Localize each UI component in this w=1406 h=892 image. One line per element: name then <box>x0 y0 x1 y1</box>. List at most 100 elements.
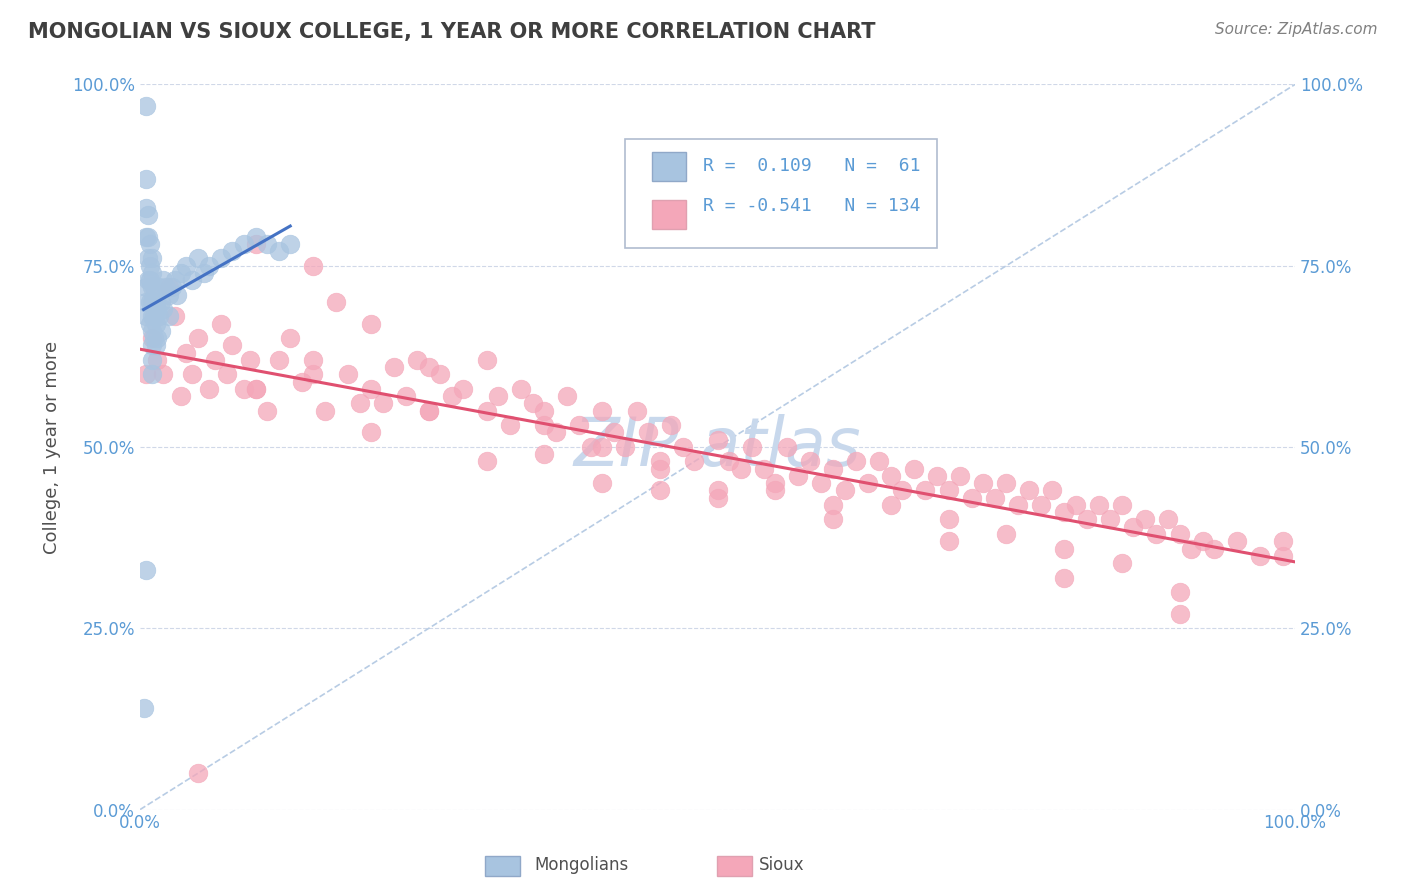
Point <box>440 389 463 403</box>
Point <box>152 368 174 382</box>
Point <box>880 498 903 512</box>
Point <box>938 483 960 498</box>
Point <box>1007 498 1029 512</box>
Point <box>1168 585 1191 599</box>
Point <box>136 208 159 222</box>
Point <box>1018 483 1040 498</box>
Point <box>135 99 157 113</box>
Point <box>302 368 325 382</box>
Point <box>776 440 799 454</box>
Point <box>591 403 613 417</box>
Text: R = -0.541   N = 134: R = -0.541 N = 134 <box>703 197 920 215</box>
Point <box>637 425 659 440</box>
Point <box>152 273 174 287</box>
Point <box>683 454 706 468</box>
Point <box>239 353 262 368</box>
Point <box>142 310 165 324</box>
Bar <box>652 152 686 181</box>
Point <box>1053 570 1076 584</box>
Point <box>135 310 157 324</box>
Point <box>135 280 157 294</box>
Point <box>1168 607 1191 621</box>
Point <box>475 353 498 368</box>
Point <box>845 454 868 468</box>
Point <box>1122 520 1144 534</box>
Point <box>1249 549 1271 563</box>
Point <box>533 418 555 433</box>
Point <box>135 295 157 310</box>
Point <box>821 512 844 526</box>
Point <box>181 368 204 382</box>
Point <box>672 440 695 454</box>
Point <box>141 280 163 294</box>
Point <box>821 461 844 475</box>
Point <box>522 396 544 410</box>
Point <box>162 280 184 294</box>
Point <box>139 317 162 331</box>
Point <box>938 512 960 526</box>
Point <box>139 273 162 287</box>
Point <box>533 403 555 417</box>
Point <box>938 534 960 549</box>
Point <box>233 382 256 396</box>
Point <box>1111 498 1133 512</box>
Point <box>245 229 267 244</box>
Point <box>198 259 221 273</box>
Point <box>799 454 821 468</box>
Point <box>579 440 602 454</box>
Point <box>302 259 325 273</box>
Point <box>139 236 162 251</box>
Point <box>763 476 786 491</box>
Point <box>146 353 169 368</box>
Point <box>914 483 936 498</box>
Point <box>1064 498 1087 512</box>
Point <box>856 476 879 491</box>
Point <box>752 461 775 475</box>
Point <box>336 368 359 382</box>
Point <box>142 295 165 310</box>
Point <box>209 317 232 331</box>
Point <box>360 425 382 440</box>
Point <box>174 259 197 273</box>
Point <box>1180 541 1202 556</box>
Point <box>903 461 925 475</box>
Point <box>475 403 498 417</box>
Point <box>245 236 267 251</box>
Point <box>406 353 429 368</box>
Point <box>395 389 418 403</box>
Point <box>1157 512 1180 526</box>
Point <box>880 469 903 483</box>
Point <box>349 396 371 410</box>
Point <box>233 236 256 251</box>
Point <box>648 454 671 468</box>
Point <box>135 229 157 244</box>
Point <box>1053 541 1076 556</box>
Point <box>626 403 648 417</box>
Text: R =  0.109   N =  61: R = 0.109 N = 61 <box>703 157 920 175</box>
Point <box>169 266 191 280</box>
Point <box>221 338 243 352</box>
Text: Mongolians: Mongolians <box>534 856 628 874</box>
Point <box>382 360 405 375</box>
Point <box>314 403 336 417</box>
Point <box>291 375 314 389</box>
Point <box>648 483 671 498</box>
Point <box>1272 549 1295 563</box>
Point <box>187 766 209 780</box>
Text: Sioux: Sioux <box>759 856 804 874</box>
Point <box>1053 505 1076 519</box>
Point <box>141 295 163 310</box>
Point <box>163 310 186 324</box>
Point <box>1204 541 1226 556</box>
Point <box>453 382 475 396</box>
Point <box>706 483 728 498</box>
Point <box>141 252 163 266</box>
Point <box>302 353 325 368</box>
Point <box>141 310 163 324</box>
Point <box>591 476 613 491</box>
Point <box>267 353 290 368</box>
Point <box>1087 498 1109 512</box>
Point <box>169 389 191 403</box>
Point <box>544 425 567 440</box>
Point <box>533 447 555 461</box>
